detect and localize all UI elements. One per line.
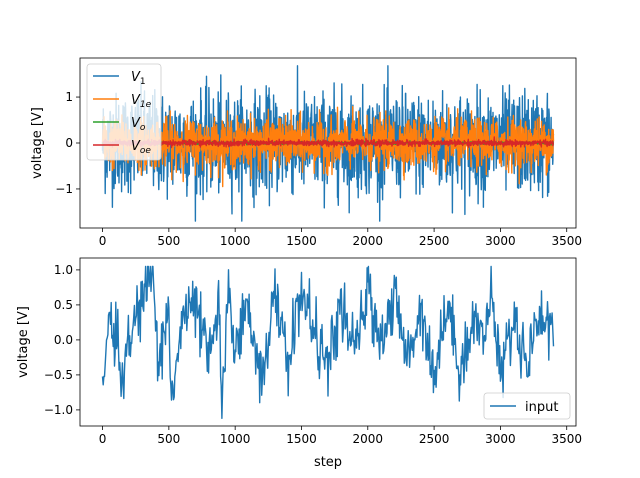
- y-tick-label: 1: [65, 90, 73, 104]
- x-tick-label: 2500: [419, 234, 450, 248]
- y-tick-label: −0.5: [44, 368, 73, 382]
- bottom-y-ticks: −1.0 −0.5 0.0 0.5 1.0: [44, 263, 80, 417]
- y-tick-label: 0.0: [54, 333, 73, 347]
- legend-label-vo: Vo: [131, 116, 146, 133]
- top-legend: V1 V1e Vo Voe: [86, 63, 162, 161]
- bottom-legend: input: [483, 392, 571, 420]
- legend-label-input: input: [525, 400, 558, 415]
- series-line-input: [101, 265, 555, 419]
- bottom-series-group: [101, 265, 555, 419]
- top-y-ticks: −1 0 1: [55, 90, 80, 196]
- top-legend-box: [86, 63, 162, 161]
- x-tick-label: 1500: [286, 234, 317, 248]
- x-tick-label: 500: [157, 432, 180, 446]
- bottom-y-axis-label: voltage [V]: [16, 306, 31, 378]
- series-line-voe: [102, 136, 555, 149]
- bottom-x-axis-label: step: [314, 455, 342, 470]
- y-tick-label: 1.0: [54, 263, 73, 277]
- y-tick-label: −1: [55, 182, 73, 196]
- x-tick-label: 1500: [286, 432, 317, 446]
- bottom-input-panel: 0 500 1000 1500 2000 2500 3000 3500 −1.0 −0.5 0.0…: [16, 257, 582, 470]
- top-y-axis-label: voltage [V]: [30, 107, 45, 179]
- x-tick-label: 3000: [485, 432, 516, 446]
- bottom-legend-box: [483, 392, 571, 420]
- bottom-axes-frame: [79, 257, 577, 427]
- legend-label-v1: V1: [131, 70, 146, 87]
- x-tick-label: 3500: [551, 432, 582, 446]
- x-tick-label: 2000: [353, 432, 384, 446]
- y-tick-label: −1.0: [44, 403, 73, 417]
- x-tick-label: 500: [157, 234, 180, 248]
- top-series-group: [101, 65, 555, 222]
- x-tick-label: 1000: [220, 432, 251, 446]
- series-line-v1: [101, 65, 555, 222]
- x-tick-label: 3500: [551, 234, 582, 248]
- top-x-ticks: 0 500 1000 1500 2000 2500 3000 3500: [99, 228, 582, 248]
- y-tick-label: 0.5: [54, 298, 73, 312]
- x-tick-label: 0: [99, 234, 107, 248]
- x-tick-label: 2000: [353, 234, 384, 248]
- legend-label-voe: Voe: [131, 139, 151, 156]
- bottom-x-ticks: 0 500 1000 1500 2000 2500 3000 3500: [99, 426, 582, 446]
- y-tick-label: 0: [65, 136, 73, 150]
- x-tick-label: 2500: [419, 432, 450, 446]
- x-tick-label: 0: [99, 432, 107, 446]
- top-voltage-panel: 0 500 1000 1500 2000 2500 3000 3500 −1 0 1 voltag…: [30, 57, 582, 248]
- x-tick-label: 1000: [220, 234, 251, 248]
- legend-label-v1e: V1e: [131, 93, 152, 110]
- x-tick-label: 3000: [485, 234, 516, 248]
